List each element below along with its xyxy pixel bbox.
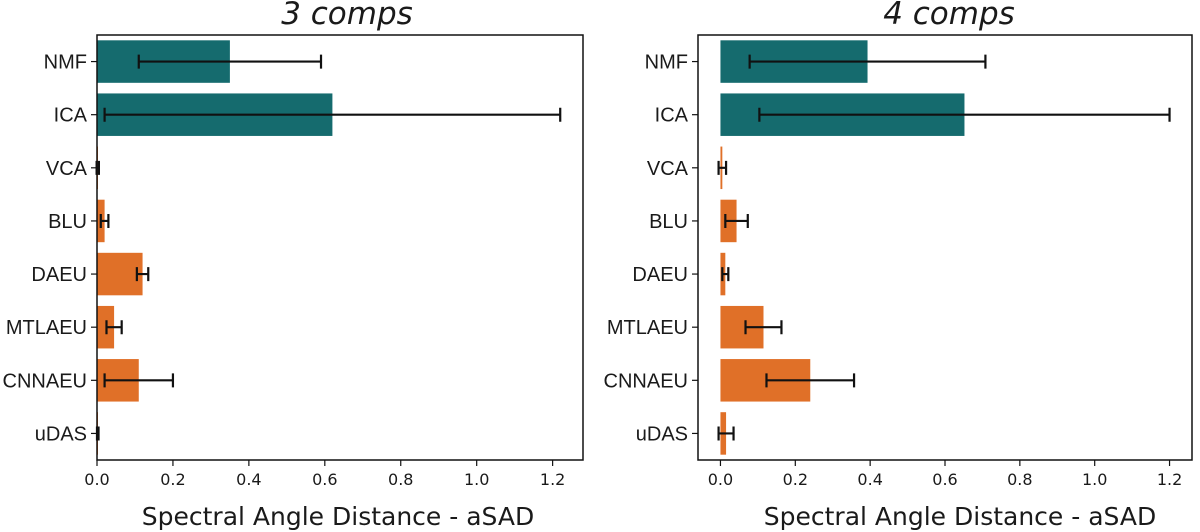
x-tick-label: 0.8: [1007, 470, 1032, 489]
x-tick-label: 0.6: [312, 470, 337, 489]
error-bar-daeu: [721, 267, 730, 282]
error-bar-nmf: [748, 54, 987, 69]
chart-4-comps: 4 comps Spectral Angle Distance - aSAD N…: [604, 0, 1193, 531]
y-tick-label-vca: VCA: [647, 158, 689, 180]
y-tick-label-daeu: DAEU: [632, 264, 688, 286]
x-tick-label: 1.2: [540, 470, 565, 489]
x-tick-label: 1.0: [464, 470, 489, 489]
plot-frame: [96, 34, 584, 461]
error-bar-cnnaeu: [765, 373, 856, 388]
chart-title: 3 comps: [281, 0, 413, 32]
error-bar-ica: [758, 107, 1171, 122]
x-tick-label: 0.4: [236, 470, 261, 489]
error-bar-udas: [717, 426, 735, 441]
x-tick-label: 1.0: [1082, 470, 1107, 489]
y-tick-label-blu: BLU: [649, 211, 688, 233]
y-tick-label-mtlaeu: MTLAEU: [6, 317, 87, 339]
y-tick-label-ica: ICA: [54, 105, 88, 127]
y-tick-label-ica: ICA: [655, 105, 689, 127]
x-axis-label: Spectral Angle Distance - aSAD: [764, 502, 1156, 531]
y-tick-label-blu: BLU: [48, 211, 87, 233]
error-bar-mtlaeu: [105, 320, 123, 335]
y-tick-label-nmf: NMF: [645, 52, 688, 74]
chart-title: 4 comps: [883, 0, 1015, 32]
y-tick-label-udas: uDAS: [636, 423, 688, 445]
error-bar-daeu: [135, 267, 150, 282]
chart-3-comps: 3 comps Spectral Angle Distance - aSAD N…: [3, 0, 584, 531]
y-tick-label-nmf: NMF: [44, 52, 87, 74]
x-tick-label: 0.0: [84, 470, 109, 489]
x-axis-label: Spectral Angle Distance - aSAD: [142, 502, 534, 531]
error-bar-vca: [717, 160, 728, 175]
x-tick-label: 0.0: [708, 470, 733, 489]
plot-frame: [697, 34, 1193, 461]
x-tick-label: 1.2: [1157, 470, 1182, 489]
x-tick-label: 0.4: [857, 470, 882, 489]
y-tick-label-udas: uDAS: [35, 423, 87, 445]
y-tick-label-cnnaeu: CNNAEU: [3, 370, 87, 392]
error-bar-nmf: [137, 54, 323, 69]
error-bar-mtlaeu: [744, 320, 783, 335]
error-bar-blu: [99, 213, 110, 228]
y-tick-label-vca: VCA: [46, 158, 88, 180]
error-bar-ica: [103, 107, 562, 122]
x-tick-label: 0.2: [160, 470, 185, 489]
x-tick-label: 0.2: [783, 470, 808, 489]
x-tick-label: 0.8: [388, 470, 413, 489]
x-tick-label: 0.6: [932, 470, 957, 489]
error-bar-blu: [724, 213, 749, 228]
y-tick-label-daeu: DAEU: [31, 264, 87, 286]
y-tick-label-mtlaeu: MTLAEU: [607, 317, 688, 339]
y-tick-label-cnnaeu: CNNAEU: [604, 370, 688, 392]
bar-daeu: [97, 252, 143, 296]
error-bar-cnnaeu: [103, 373, 175, 388]
